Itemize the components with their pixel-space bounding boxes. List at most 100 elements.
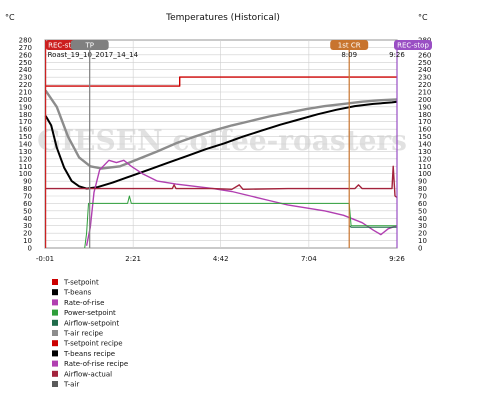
event-1st-cr-label: 1st CR — [338, 42, 361, 50]
legend-item-t-air-recipe-label: T-air recipe — [63, 330, 103, 338]
legend-item-airflow-actual[interactable]: Airflow-actual — [52, 370, 112, 378]
y-tick-left-70: 70 — [23, 193, 32, 201]
legend-item-t-beans-recipe-label: T-beans recipe — [63, 350, 115, 358]
y-tick-left-30: 30 — [23, 222, 32, 230]
y-tick-right-190: 190 — [418, 103, 431, 111]
legend-item-airflow-setpoint-swatch — [52, 319, 58, 326]
y-tick-right-20: 20 — [418, 230, 427, 238]
y-tick-right-100: 100 — [418, 170, 431, 178]
series-airflow-actual — [45, 165, 398, 199]
legend-item-t-air[interactable]: T-air — [52, 381, 79, 389]
y-tick-right-130: 130 — [418, 148, 431, 156]
series-airflow-setpoint-recipe — [348, 225, 397, 228]
legend-item-rate-of-rise-recipe[interactable]: Rate-of-rise recipe — [52, 360, 128, 368]
series-t-air-recipe — [44, 89, 398, 170]
event-tp-tag — [70, 40, 109, 50]
y-tick-left-210: 210 — [19, 89, 32, 97]
y-tick-left-80: 80 — [23, 185, 32, 193]
legend-item-t-setpoint-label: T-setpoint — [63, 279, 99, 287]
legend-item-t-setpoint-swatch — [52, 279, 58, 285]
x-tick-0: -0:01 — [36, 255, 54, 263]
y-tick-left-90: 90 — [23, 178, 32, 186]
y-tick-right-0: 0 — [418, 245, 422, 253]
legend-item-rate-of-rise-swatch — [52, 299, 58, 306]
y-tick-right-60: 60 — [418, 200, 427, 208]
y-tick-left-150: 150 — [19, 133, 32, 141]
y-tick-left-180: 180 — [19, 111, 32, 119]
legend-item-t-air-recipe[interactable]: T-air recipe — [52, 330, 103, 338]
legend-item-t-setpoint-recipe-label: T-setpoint recipe — [63, 340, 123, 348]
legend-item-t-beans-swatch — [52, 289, 58, 296]
y-tick-left-170: 170 — [19, 118, 32, 126]
y-tick-left-140: 140 — [19, 141, 32, 149]
legend-item-airflow-actual-label: Airflow-actual — [64, 370, 112, 378]
x-tick-1: 2:21 — [125, 255, 141, 263]
legend-item-rate-of-rise-recipe-label: Rate-of-rise recipe — [64, 360, 128, 368]
series-lines — [44, 76, 398, 249]
legend-item-rate-of-rise-recipe-swatch — [52, 360, 58, 367]
legend-item-airflow-actual-swatch — [52, 370, 58, 377]
y-tick-right-230: 230 — [418, 74, 431, 82]
legend-item-t-setpoint[interactable]: T-setpoint — [52, 279, 99, 287]
y-axis-right: 0102030405060708090100110120130140150160… — [418, 37, 431, 253]
legend-item-power-setpoint[interactable]: Power-setpoint — [52, 309, 116, 317]
y-tick-left-10: 10 — [23, 237, 32, 245]
series-power-setpoint-recipe — [84, 195, 397, 249]
legend-item-t-setpoint-recipe[interactable]: T-setpoint recipe — [52, 340, 123, 348]
y-tick-right-260: 260 — [418, 51, 431, 59]
legend-item-t-air-label: T-air — [63, 381, 79, 389]
event-1st-cr-tag — [330, 40, 369, 50]
y-tick-left-270: 270 — [19, 44, 32, 52]
event-1st-cr-time: 8:09 — [341, 51, 357, 59]
y-tick-right-70: 70 — [418, 193, 427, 201]
event-rec-start-label: REC-start — [48, 42, 81, 50]
y-tick-left-230: 230 — [19, 74, 32, 82]
series-t-setpoint-recipe — [45, 76, 397, 87]
x-tick-3: 7:04 — [301, 255, 317, 263]
event-rec-start-time: Roast_19_10_2017_14_14 — [48, 51, 139, 59]
y-tick-right-110: 110 — [418, 163, 431, 171]
y-tick-left-20: 20 — [23, 230, 32, 238]
y-tick-left-60: 60 — [23, 200, 32, 208]
y-tick-left-100: 100 — [19, 170, 32, 178]
legend-item-t-beans-recipe[interactable]: T-beans recipe — [52, 350, 115, 358]
y-tick-right-10: 10 — [418, 237, 427, 245]
y-tick-right-170: 170 — [418, 118, 431, 126]
x-tick-4: 9:26 — [389, 255, 405, 263]
legend-item-t-beans-recipe-swatch — [52, 350, 58, 357]
y-tick-right-220: 220 — [418, 81, 431, 89]
y-tick-right-30: 30 — [418, 222, 427, 230]
y-tick-right-210: 210 — [418, 89, 431, 97]
series-t-beans-recipe — [44, 100, 398, 190]
legend[interactable]: T-setpoint T-beans Rate-of-rise Power-setpo… — [52, 279, 128, 389]
y-tick-right-120: 120 — [418, 155, 431, 163]
watermark: GIESEN coffee-roasters — [37, 124, 407, 157]
legend-item-t-air-swatch — [52, 381, 58, 387]
y-tick-left-50: 50 — [23, 207, 32, 215]
legend-item-rate-of-rise-label: Rate-of-rise — [64, 299, 104, 307]
event-tp-label: TP — [84, 42, 94, 50]
legend-item-t-beans[interactable]: T-beans — [52, 289, 92, 297]
y-tick-left-0: 0 — [28, 245, 32, 253]
y-tick-right-80: 80 — [418, 185, 427, 193]
y-tick-left-40: 40 — [23, 215, 32, 223]
legend-item-t-setpoint-recipe-swatch — [52, 340, 58, 347]
y-tick-left-200: 200 — [19, 96, 32, 104]
x-tick-2: 4:42 — [213, 255, 229, 263]
y-tick-right-90: 90 — [418, 178, 427, 186]
y-unit-right: °C — [418, 13, 428, 22]
legend-item-rate-of-rise[interactable]: Rate-of-rise — [52, 299, 104, 307]
y-tick-left-130: 130 — [19, 148, 32, 156]
legend-item-airflow-setpoint[interactable]: Airflow-setpoint — [52, 319, 119, 327]
y-tick-left-190: 190 — [19, 103, 32, 111]
y-tick-left-260: 260 — [19, 51, 32, 59]
y-tick-left-280: 280 — [19, 37, 32, 45]
y-tick-right-140: 140 — [418, 141, 431, 149]
y-tick-right-180: 180 — [418, 111, 431, 119]
y-tick-right-50: 50 — [418, 207, 427, 215]
chart-title: Temperatures (Historical) — [165, 13, 280, 23]
x-axis: -0:01 2:21 4:42 7:04 9:26 — [36, 255, 406, 263]
y-tick-left-160: 160 — [19, 126, 32, 134]
